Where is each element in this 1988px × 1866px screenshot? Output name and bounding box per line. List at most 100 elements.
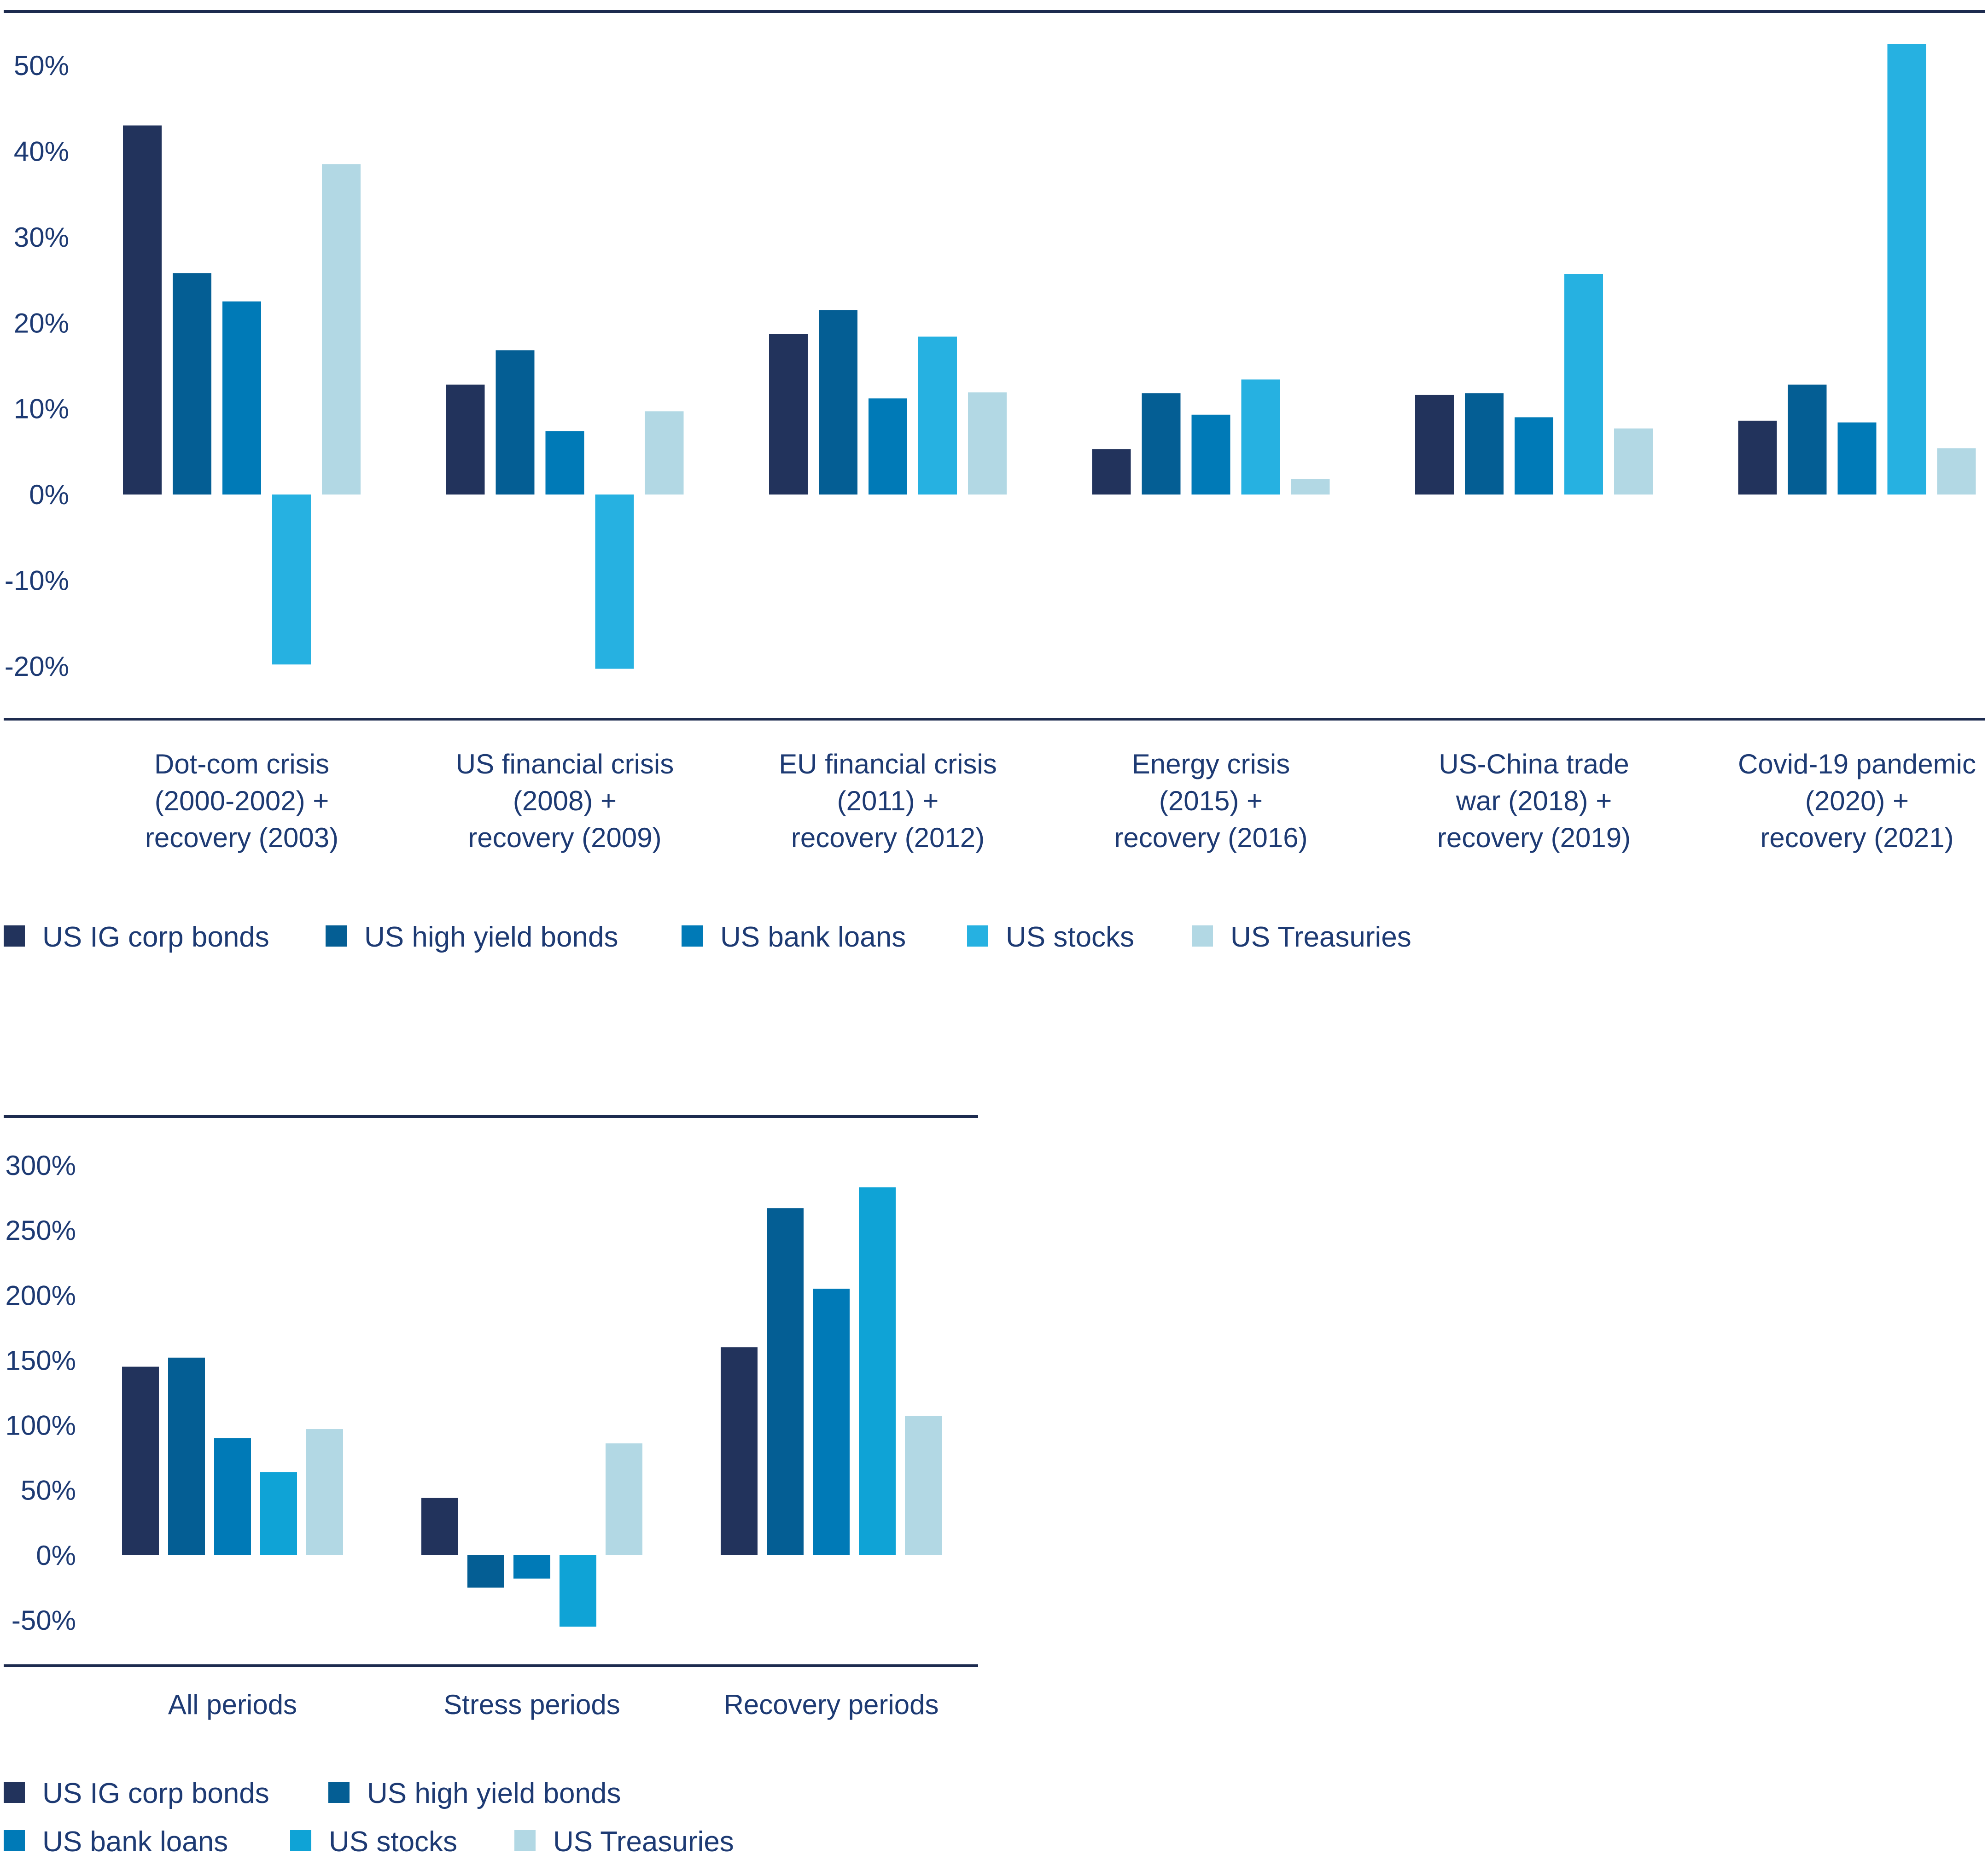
top-bar-us-bank-loans [1515, 417, 1553, 495]
top-bar-us-bank-loans [1837, 422, 1877, 495]
top-category-label: Covid-19 pandemic [1738, 749, 1976, 779]
top-category-label: US-China trade [1439, 749, 1629, 779]
top-y-tick-label: 40% [14, 136, 69, 167]
top-y-tick-label: -10% [5, 565, 69, 596]
top-category-label: (2015) + [1159, 785, 1263, 816]
bottom-legend-label: US stocks [329, 1826, 457, 1858]
top-bar-us-treasuries [968, 392, 1007, 495]
top-legend-swatch [326, 925, 347, 947]
bottom-y-tick-label: 300% [6, 1150, 76, 1181]
top-legend-swatch [4, 925, 25, 947]
top-category-label: (2008) + [513, 785, 617, 816]
bottom-legend-swatch [514, 1830, 536, 1851]
top-legend-label: US bank loans [720, 921, 906, 953]
top-category-label: (2020) + [1805, 785, 1909, 816]
top-bar-us-stocks [595, 494, 634, 669]
top-bar-us-bank-loans [545, 431, 584, 495]
bottom-bar-us-bank-loans [813, 1289, 850, 1555]
top-category-label: recovery (2012) [791, 822, 985, 853]
top-bar-us-high-yield-bonds [1142, 393, 1181, 495]
top-bar-us-treasuries [1291, 479, 1330, 495]
bottom-category-label: Stress periods [443, 1689, 620, 1720]
top-bar-us-high-yield-bonds [1788, 384, 1827, 495]
top-category-label: recovery (2003) [145, 822, 338, 853]
top-category-label: recovery (2021) [1760, 822, 1953, 853]
top-bar-us-high-yield-bonds [1465, 393, 1504, 495]
bottom-bar-us-bank-loans [214, 1438, 251, 1555]
bottom-bar-us-ig-corp-bonds [421, 1498, 458, 1555]
top-category-label: US financial crisis [456, 749, 674, 779]
top-bar-us-stocks [1241, 379, 1280, 495]
bottom-y-tick-label: 50% [21, 1475, 76, 1506]
bottom-category-label: All periods [168, 1689, 297, 1720]
top-y-tick-label: 20% [14, 308, 69, 338]
bottom-y-tick-label: -50% [12, 1605, 76, 1636]
top-category-label: recovery (2009) [468, 822, 661, 853]
top-bar-us-ig-corp-bonds [1092, 449, 1131, 495]
bottom-bar-us-stocks [260, 1472, 297, 1555]
bottom-bar-us-bank-loans [513, 1555, 550, 1579]
top-y-tick-label: 0% [29, 479, 69, 510]
bottom-legend-swatch [4, 1830, 25, 1851]
bottom-legend-label: US high yield bonds [367, 1778, 621, 1809]
top-legend-label: US IG corp bonds [42, 921, 269, 953]
top-bar-us-treasuries [645, 411, 684, 495]
bottom-category-label: Recovery periods [724, 1689, 939, 1720]
bottom-legend-label: US bank loans [42, 1826, 228, 1858]
bottom-y-tick-label: 250% [6, 1215, 76, 1246]
bottom-y-tick-label: 150% [6, 1345, 76, 1376]
bottom-bar-us-stocks [859, 1187, 896, 1555]
bottom-bar-us-high-yield-bonds [467, 1555, 504, 1588]
top-bar-us-treasuries [322, 164, 361, 495]
top-bar-us-stocks [272, 494, 311, 665]
bottom-y-tick-label: 0% [36, 1540, 76, 1571]
top-bar-us-ig-corp-bonds [1738, 420, 1777, 495]
top-bar-us-stocks [918, 337, 957, 495]
top-y-tick-label: 30% [14, 222, 69, 253]
bottom-legend-label: US Treasuries [553, 1826, 734, 1858]
top-bar-us-stocks [1564, 274, 1603, 495]
top-category-label: recovery (2016) [1114, 822, 1307, 853]
top-bar-us-ig-corp-bonds [446, 384, 485, 495]
top-y-tick-label: 10% [14, 394, 69, 424]
bottom-bar-us-stocks [560, 1555, 596, 1627]
bottom-bar-us-ig-corp-bonds [122, 1366, 159, 1555]
top-legend-swatch [1192, 925, 1213, 947]
top-bar-us-high-yield-bonds [173, 273, 211, 495]
top-legend-swatch [682, 925, 703, 947]
bottom-legend-swatch [4, 1782, 25, 1803]
top-bar-us-stocks [1887, 44, 1926, 495]
top-bar-us-high-yield-bonds [819, 310, 857, 495]
bottom-legend-swatch [290, 1830, 311, 1851]
bottom-bar-us-high-yield-bonds [168, 1357, 205, 1555]
top-bar-us-bank-loans [1191, 414, 1230, 495]
top-legend-swatch [967, 925, 988, 947]
top-bar-us-treasuries [1614, 428, 1653, 495]
top-category-label: war (2018) + [1456, 785, 1612, 816]
top-legend-label: US Treasuries [1230, 921, 1411, 953]
top-category-label: Energy crisis [1132, 749, 1290, 779]
bottom-legend-label: US IG corp bonds [42, 1778, 269, 1809]
top-legend-label: US high yield bonds [364, 921, 618, 953]
top-bar-us-treasuries [1937, 448, 1976, 495]
bottom-bar-us-treasuries [306, 1429, 343, 1555]
top-category-label: EU financial crisis [779, 749, 997, 779]
top-bar-us-high-yield-bonds [496, 350, 535, 495]
top-bar-us-ig-corp-bonds [123, 125, 162, 495]
top-y-tick-label: -20% [5, 651, 69, 682]
top-legend-label: US stocks [1006, 921, 1134, 953]
bottom-y-tick-label: 100% [6, 1410, 76, 1441]
top-bar-us-ig-corp-bonds [769, 334, 808, 495]
top-bar-us-ig-corp-bonds [1415, 395, 1454, 495]
bottom-legend-swatch [328, 1782, 350, 1803]
bottom-y-tick-label: 200% [6, 1280, 76, 1311]
bottom-bar-us-ig-corp-bonds [721, 1347, 758, 1555]
bottom-bar-us-treasuries [606, 1443, 642, 1555]
top-bar-us-bank-loans [869, 398, 907, 495]
top-category-label: recovery (2019) [1437, 822, 1631, 853]
top-category-label: Dot-com crisis [154, 749, 329, 779]
bottom-bar-us-treasuries [905, 1416, 942, 1555]
bottom-bar-us-high-yield-bonds [767, 1208, 804, 1555]
top-y-tick-label: 50% [14, 50, 69, 81]
